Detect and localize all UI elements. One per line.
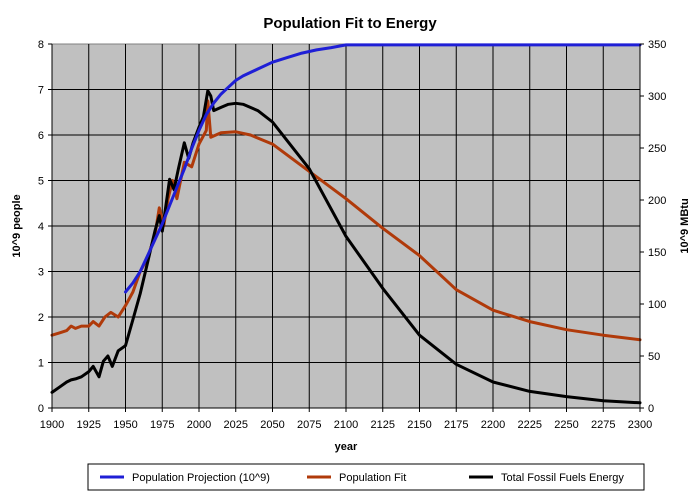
series-line-population-projection-10-9 [124,43,642,294]
y-left-tick-label: 7 [38,85,44,97]
chart-title: Population Fit to Energy [263,15,437,32]
x-tick-label: 1900 [40,419,64,431]
x-tick-label: 1925 [77,419,101,431]
y-right-tick-label: 250 [648,143,666,155]
x-tick-label: 2175 [444,419,468,431]
legend-box [87,463,645,491]
x-tick-label: 2125 [371,419,395,431]
series-lines [50,43,642,405]
y-right-tick-label: 100 [648,299,666,311]
x-tick-label: 2025 [224,419,248,431]
y-axis-right-title: 10^9 MBtu [679,198,691,253]
grid-lines [52,44,640,408]
y-left-tick-label: 5 [38,176,44,188]
y-axis-left-title: 10^9 people [11,194,23,257]
x-axis-title: year [335,441,358,453]
legend-entry: Total Fossil Fuels Energy [501,472,624,484]
x-tick-label: 2075 [297,419,321,431]
axes: 1900 1925 1950 1975 2000 2025 2050 2075 2100 2125… [38,39,666,431]
y-right-tick-label: 200 [648,195,666,207]
legend: Population Projection (10^9) Population F… [100,472,624,484]
x-tick-label: 2150 [407,419,431,431]
y-left-tick-label: 0 [38,403,44,415]
y-right-tick-label: 50 [648,351,660,363]
x-tick-label: 2100 [334,419,358,431]
x-tick-label: 2200 [481,419,505,431]
y-right-tick-label: 350 [648,39,666,51]
y-left-tick-label: 2 [38,312,44,324]
y-left-tick-label: 3 [38,267,44,279]
y-left-tick-label: 8 [38,39,44,51]
x-tick-label: 2050 [260,419,284,431]
y-right-tick-label: 150 [648,247,666,259]
x-tick-label: 2275 [591,419,615,431]
y-right-tick-label: 300 [648,91,666,103]
legend-entry: Population Projection (10^9) [132,472,270,484]
x-tick-label: 2225 [518,419,542,431]
x-tick-label: 1950 [113,419,137,431]
series-line-total-fossil-fuels-energy [50,89,642,405]
y-left-tick-label: 4 [38,221,44,233]
y-left-tick-label: 6 [38,130,44,142]
x-tick-label: 2300 [628,419,652,431]
x-tick-label: 2000 [187,419,211,431]
x-tick-label: 1975 [150,419,174,431]
y-left-tick-label: 1 [38,358,44,370]
y-right-tick-label: 0 [648,403,654,415]
x-tick-label: 2250 [554,419,578,431]
legend-entry: Population Fit [339,472,406,484]
